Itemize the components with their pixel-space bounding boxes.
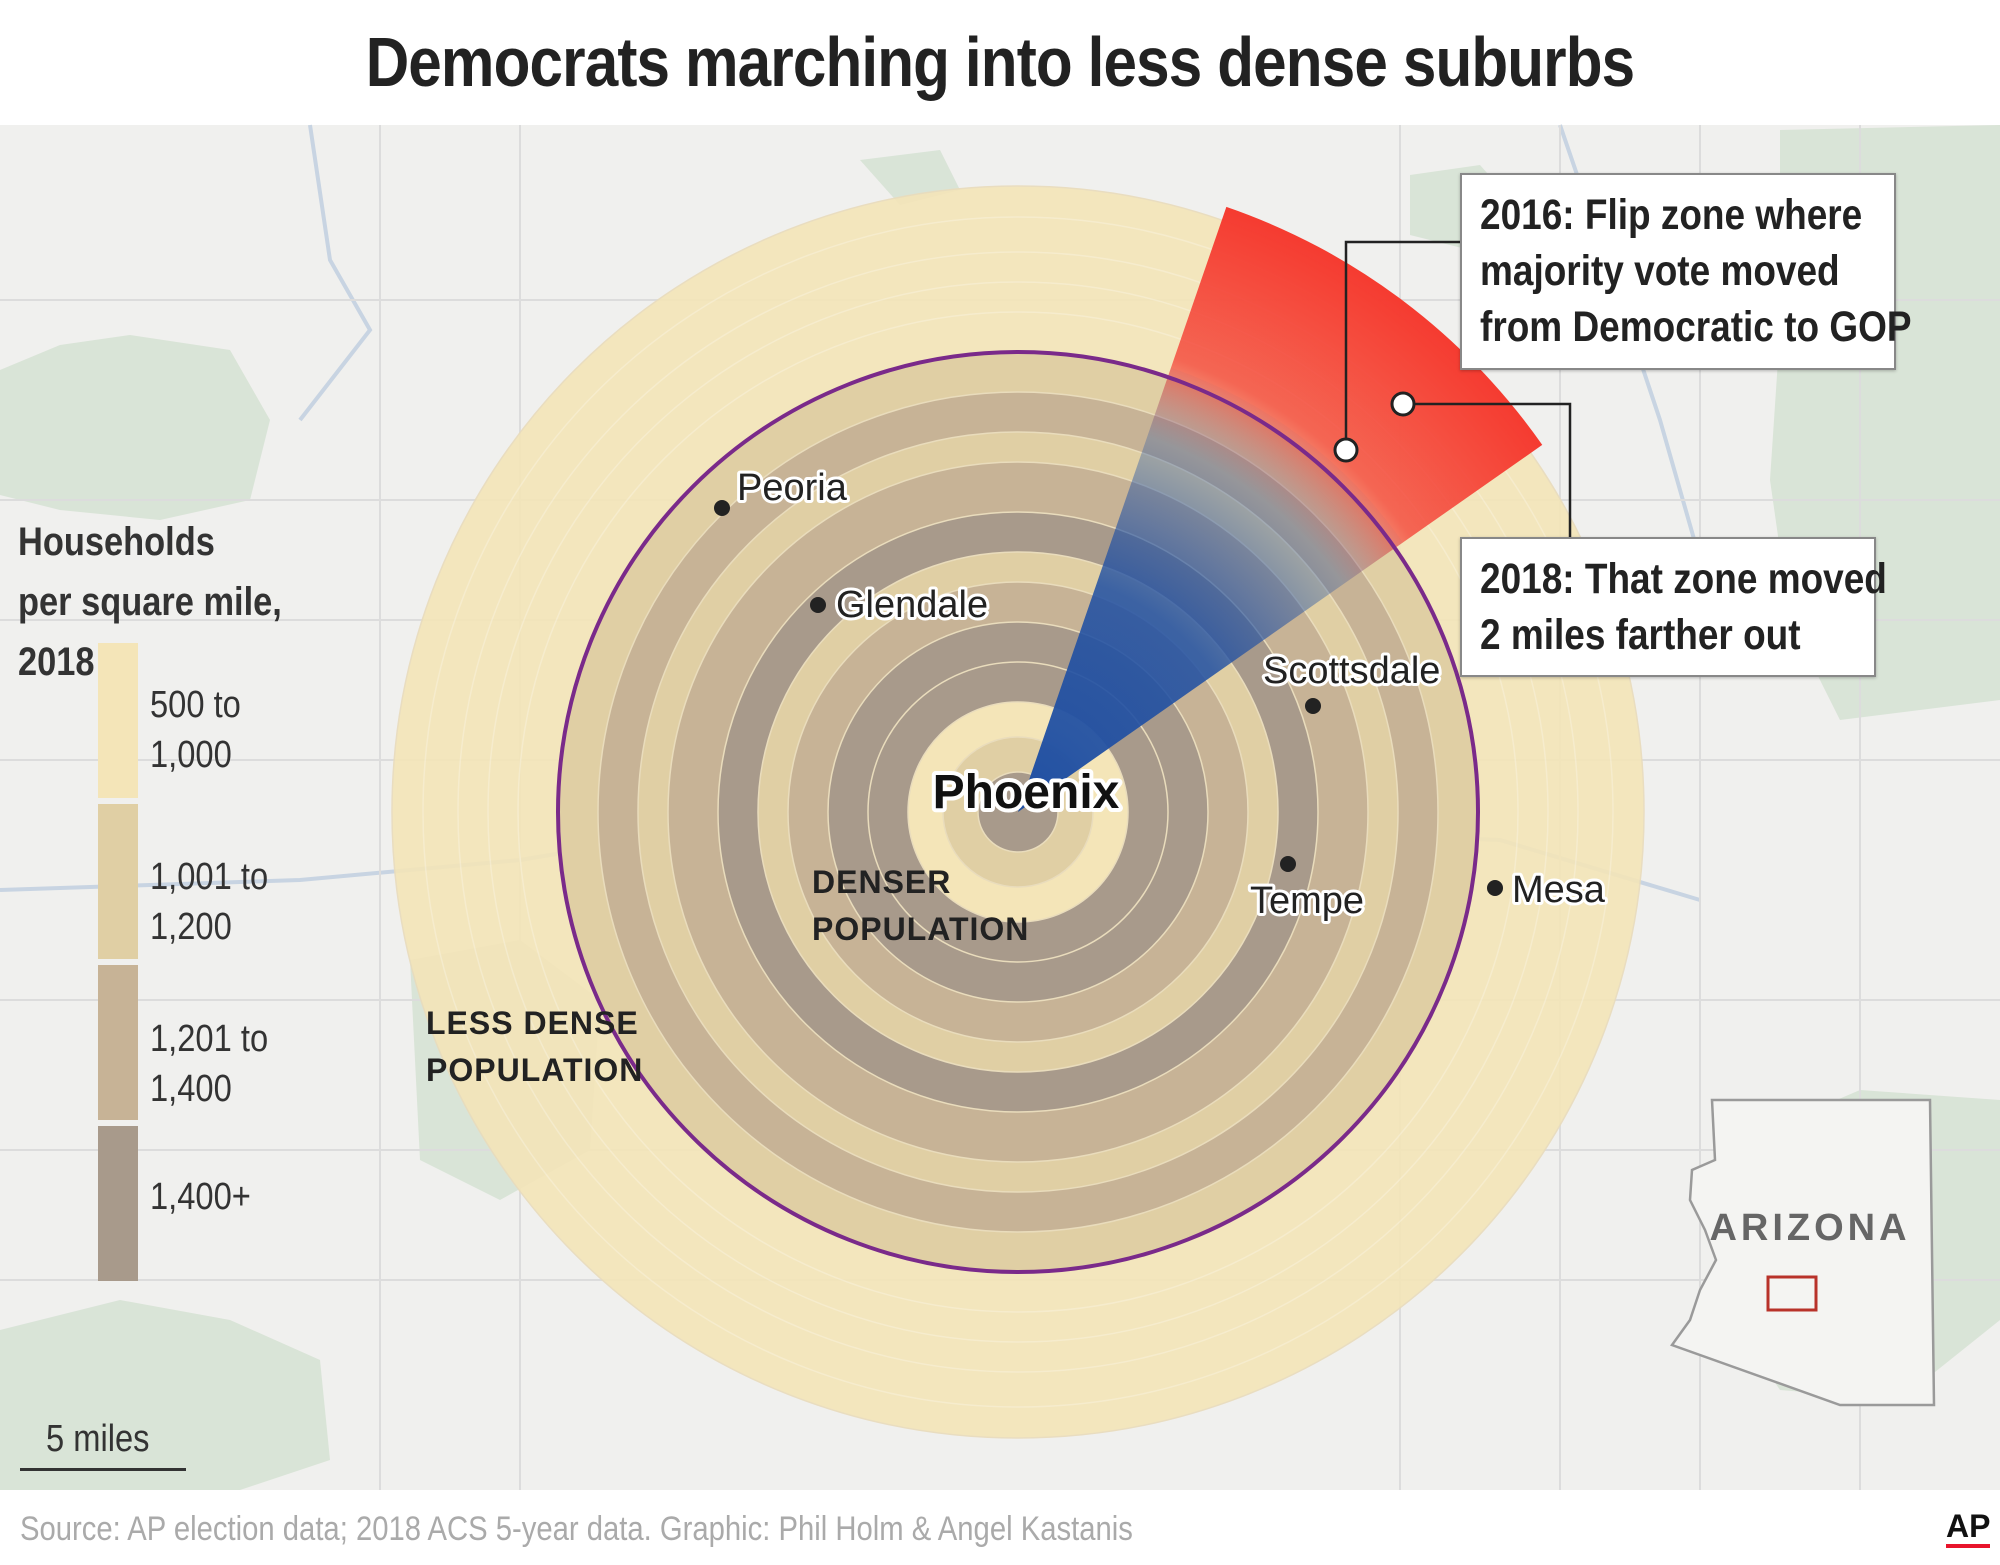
callout-2018: 2018: That zone moved 2 miles farther ou… [1460,537,1887,677]
legend-swatch-1 [98,643,138,798]
denser-label-line1: DENSER [812,864,951,900]
denser-label-line2: POPULATION [812,911,1029,947]
legend-title-line2: per square mile, 2018 [18,580,282,684]
city-dot-scottsdale [1305,698,1321,714]
scale-bar [20,1468,186,1471]
arizona-inset: ARIZONA [1670,1098,1936,1407]
city-label-peoria: Peoria [737,467,848,509]
flip-zone-2018 [1018,367,1404,812]
callout-leaders [1344,240,1572,548]
legend-title: Households per square mile, 2018 [18,512,362,692]
callout-2018-line1: 2018: That zone moved [1480,555,1887,603]
legend-label-1-line1: 500 to [150,684,241,726]
less-dense-label-line2: POPULATION [426,1052,643,1088]
callout-2016-line1: 2016: Flip zone where [1480,191,1863,239]
legend-label-3-line1: 1,201 to [150,1018,269,1060]
city-label-mesa: Mesa [1512,869,1606,911]
boundary-circle [556,350,1480,1274]
city-label-scottsdale: Scottsdale [1263,650,1440,692]
city-dots [714,500,1503,896]
legend-swatch-3 [98,965,138,1120]
city-dot-mesa [1487,880,1503,896]
ap-logo: AP [1946,1508,1991,1548]
legend-swatch-4 [98,1126,138,1281]
legend-label-3: 1,201 to 1,400 [150,1014,322,1114]
inset-locator-box [1766,1275,1818,1312]
less-dense-label-line1: LESS DENSE [426,1005,639,1041]
legend-label-3-line2: 1,400 [150,1068,232,1110]
city-label-glendale: Glendale [836,584,988,626]
legend-title-line1: Households [18,520,215,564]
legend-label-2: 1,001 to 1,200 [150,852,322,952]
legend-label-2-line1: 1,001 to [150,856,269,898]
legend-swatch-2 [98,804,138,959]
city-label-phoenix: Phoenix [933,766,1120,819]
callout-2016: 2016: Flip zone where majority vote move… [1460,173,1912,370]
callout-2016-line2: majority vote moved [1480,247,1840,295]
callout-dot-2018 [1390,391,1416,417]
legend-label-1-line2: 1,000 [150,734,232,776]
page-title: Democrats marching into less dense subur… [365,23,1635,101]
callout-2018-line2: 2 miles farther out [1480,611,1801,659]
ring-gridlines [422,216,1614,1408]
source-note: Source: AP election data; 2018 ACS 5-yea… [20,1510,1133,1548]
city-label-tempe: Tempe [1250,880,1364,922]
legend-label-4-line1: 1,400+ [150,1176,251,1218]
callout-2016-line3: from Democratic to GOP [1480,303,1912,351]
legend-label-4: 1,400+ [150,1172,322,1222]
scale-label: 5 miles [46,1418,150,1460]
legend-label-1: 500 to 1,000 [150,680,322,780]
callout-dot-2016 [1333,437,1359,463]
arizona-label: ARIZONA [1709,1207,1910,1249]
arizona-outline [1670,1098,1936,1407]
city-dot-glendale [810,597,826,613]
legend-label-2-line2: 1,200 [150,906,232,948]
city-dot-peoria [714,500,730,516]
city-dot-tempe [1280,856,1296,872]
